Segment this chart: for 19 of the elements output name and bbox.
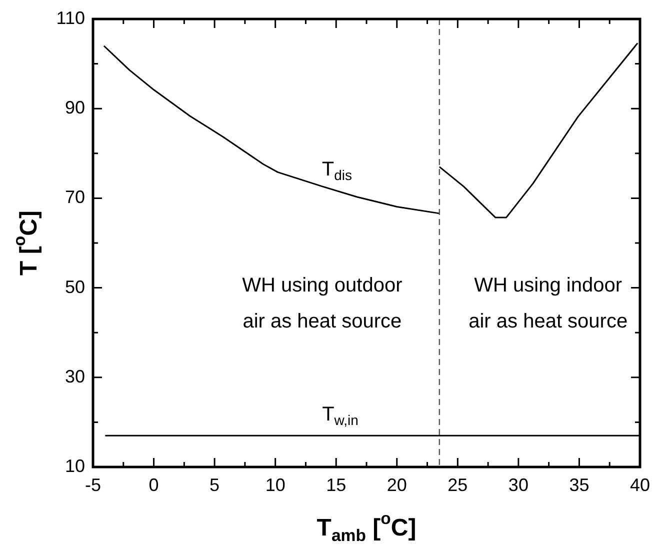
annotation: WH using indoor air as heat source: [468, 274, 628, 332]
annotation: WH using outdoor air as heat source: [242, 274, 403, 332]
x-tick-label: -5: [84, 474, 102, 495]
y-tick-label: 110: [56, 8, 85, 28]
x-tick-label: 35: [569, 474, 590, 495]
y-tick-label: 30: [64, 366, 85, 386]
x-tick-label: 25: [448, 474, 468, 495]
x-tick-label: 30: [508, 474, 528, 495]
y-tick-label: 50: [64, 276, 85, 297]
x-tick-label: 20: [386, 474, 407, 495]
y-axis-title: T [oC]: [10, 210, 43, 276]
x-tick-label: 40: [630, 474, 650, 495]
y-tick-label: 10: [64, 456, 85, 476]
x-tick-label: 10: [265, 474, 286, 495]
x-tick-label: 5: [210, 474, 220, 495]
x-tick-label: 15: [326, 474, 346, 495]
x-tick-label: 0: [148, 474, 159, 495]
y-tick-label: 90: [64, 98, 85, 118]
y-tick-label: 70: [64, 187, 85, 208]
